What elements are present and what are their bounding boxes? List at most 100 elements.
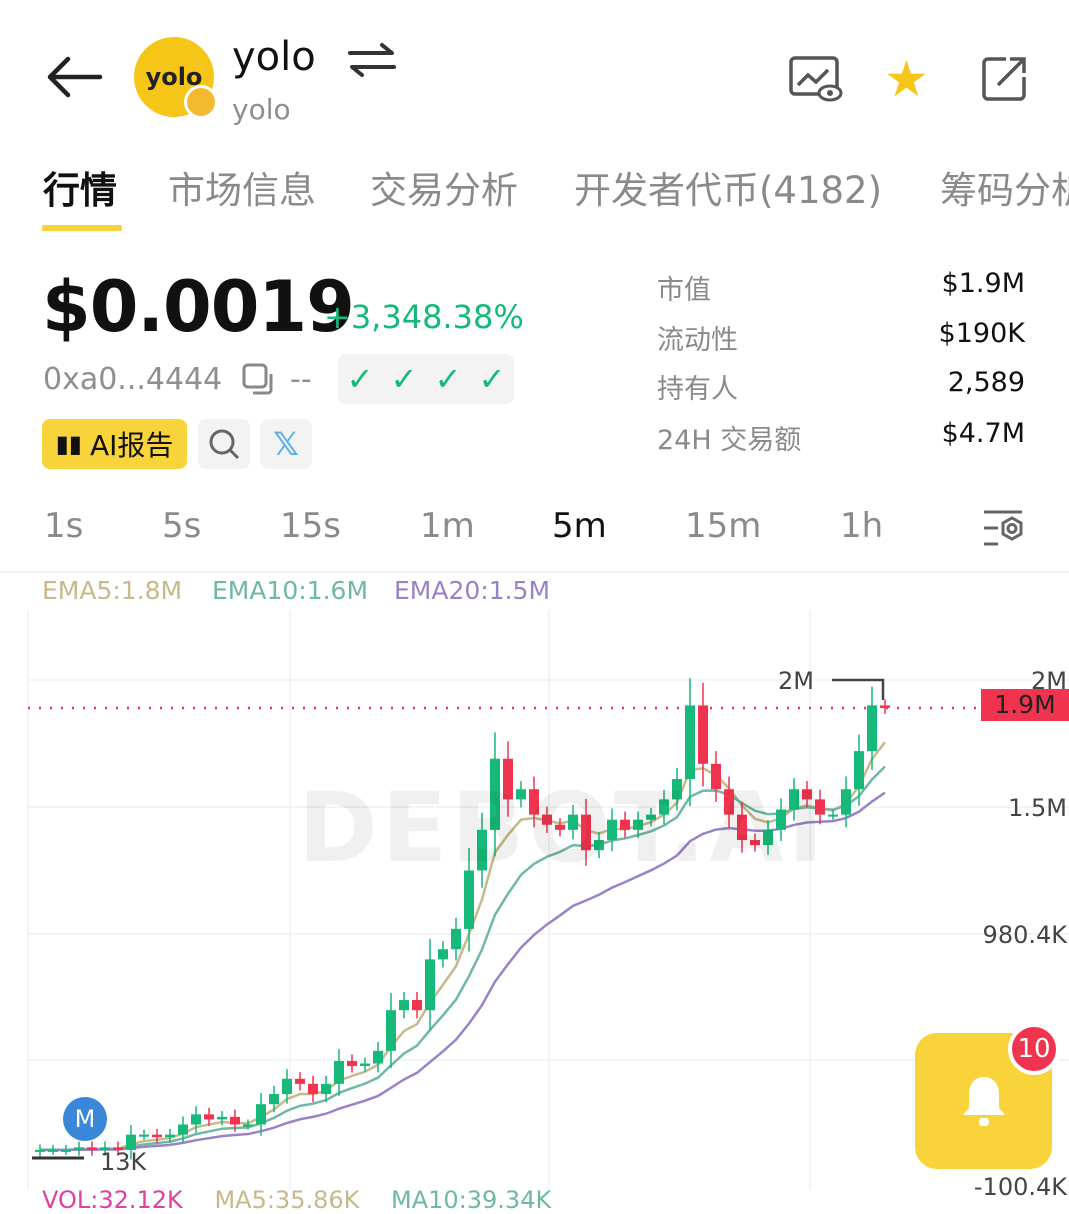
- timeframe-1s[interactable]: 1s: [44, 506, 84, 546]
- share-button[interactable]: [980, 55, 1028, 107]
- candle-body: [581, 814, 591, 851]
- candle-body: [555, 824, 565, 830]
- low-label: 13K: [100, 1148, 147, 1176]
- stat-label: 持有人: [657, 374, 738, 405]
- token-logo: yolo: [134, 37, 218, 119]
- x-twitter-button[interactable]: 𝕏: [260, 419, 312, 469]
- candle-body: [503, 758, 513, 800]
- candle-body: [789, 789, 799, 810]
- tab-trade-analysis[interactable]: 交易分析: [370, 169, 518, 212]
- back-button[interactable]: [44, 55, 104, 99]
- candle-body: [386, 1010, 396, 1051]
- candle-body: [308, 1083, 318, 1095]
- search-icon: [209, 429, 240, 460]
- price-change: +3,348.38%: [324, 298, 524, 336]
- copy-icon: [242, 363, 273, 395]
- candle-body: [763, 829, 773, 846]
- candle-body: [542, 814, 552, 825]
- token-subtitle: yolo: [232, 93, 291, 126]
- stat-value: $190K: [938, 318, 1025, 349]
- candle-body: [126, 1134, 136, 1150]
- stat-value: $4.7M: [941, 418, 1025, 449]
- check-icon: ✓: [346, 360, 374, 398]
- check-icon: ✓: [434, 360, 462, 398]
- candle-body: [425, 959, 435, 1011]
- stat-label: 流动性: [657, 325, 738, 356]
- high-label: 2M: [778, 667, 814, 695]
- candle-body: [334, 1061, 344, 1084]
- candle-body: [269, 1094, 279, 1105]
- volume-legend: VOL:32.12K MA5:35.86K MA10:39.34K: [42, 1186, 552, 1214]
- watch-chart-button[interactable]: [788, 55, 844, 107]
- candle-body: [633, 819, 643, 830]
- candle-body: [87, 1147, 97, 1150]
- candle-body: [321, 1083, 331, 1095]
- candle-body: [841, 789, 851, 815]
- candle-body: [685, 705, 695, 780]
- check-icon: ✓: [478, 360, 506, 398]
- candle-body: [516, 789, 526, 800]
- ema20-legend: EMA20:1.5M: [394, 576, 551, 605]
- candle-body: [191, 1114, 201, 1125]
- timeframe-15m[interactable]: 15m: [685, 506, 762, 546]
- candle-body: [776, 809, 786, 830]
- candle-body: [594, 840, 604, 851]
- divider: [0, 571, 1069, 573]
- tab-dev-tokens[interactable]: 开发者代币(4182): [574, 169, 883, 212]
- high-marker-line: [832, 678, 885, 700]
- share-icon: [982, 57, 1026, 101]
- candle-body: [490, 758, 500, 830]
- search-button[interactable]: [198, 419, 250, 469]
- x-logo-icon: 𝕏: [273, 425, 299, 463]
- candle-body: [74, 1147, 84, 1150]
- candle-body: [113, 1147, 123, 1150]
- tab-market-info[interactable]: 市场信息: [168, 169, 316, 212]
- candle-body: [828, 814, 838, 817]
- timeframe-5m[interactable]: 5m: [552, 506, 607, 546]
- candle-body: [152, 1134, 162, 1138]
- ema5-legend: EMA5:1.8M: [42, 576, 183, 605]
- candle-body: [477, 829, 487, 871]
- ema10-legend: EMA10:1.6M: [212, 576, 369, 605]
- safety-checks: ✓ ✓ ✓ ✓: [338, 354, 514, 404]
- candle-body: [178, 1124, 188, 1135]
- candle-body: [711, 763, 721, 790]
- candle-body: [750, 840, 760, 846]
- candle-body: [347, 1061, 357, 1067]
- chart-settings-button[interactable]: [980, 506, 1026, 554]
- timeframe-1h[interactable]: 1h: [840, 506, 884, 546]
- y-tick-label: -100.4K: [973, 1173, 1067, 1201]
- candle-body: [360, 1063, 370, 1067]
- candle-body: [243, 1124, 253, 1127]
- candle-body: [217, 1116, 227, 1120]
- candle-body: [256, 1104, 266, 1125]
- copy-address-button[interactable]: [241, 362, 275, 400]
- price-alert-button[interactable]: 10: [915, 1023, 1060, 1169]
- tab-chip-analysis[interactable]: 筹码分析: [940, 169, 1069, 212]
- address-dash: --: [290, 362, 312, 397]
- candle-body: [412, 1000, 422, 1011]
- tab-market[interactable]: 行情: [43, 169, 117, 212]
- back-arrow-icon: [47, 56, 103, 98]
- check-icon: ✓: [390, 360, 418, 398]
- candle-body: [802, 789, 812, 800]
- candle-body: [737, 814, 747, 841]
- candle-body: [464, 870, 474, 929]
- favorite-button[interactable]: ★: [884, 54, 929, 104]
- watermark: DEBOT.AI: [298, 772, 828, 884]
- token-title: yolo: [232, 34, 316, 80]
- candle-body: [620, 819, 630, 830]
- timeframe-15s[interactable]: 15s: [280, 506, 341, 546]
- candle-body: [204, 1114, 214, 1120]
- candle-body: [672, 779, 682, 800]
- timeframe-1m[interactable]: 1m: [420, 506, 475, 546]
- timeframe-5s[interactable]: 5s: [162, 506, 202, 546]
- marker-badge[interactable]: M: [63, 1097, 107, 1141]
- ai-report-button[interactable]: ▮▮ AI报告: [42, 419, 187, 469]
- candle-body: [607, 819, 617, 841]
- bell-icon: [962, 1077, 1005, 1126]
- swap-button[interactable]: [346, 42, 398, 82]
- y-tick-label: 1.5M: [1008, 794, 1067, 822]
- stat-label: 24H 交易额: [657, 425, 802, 456]
